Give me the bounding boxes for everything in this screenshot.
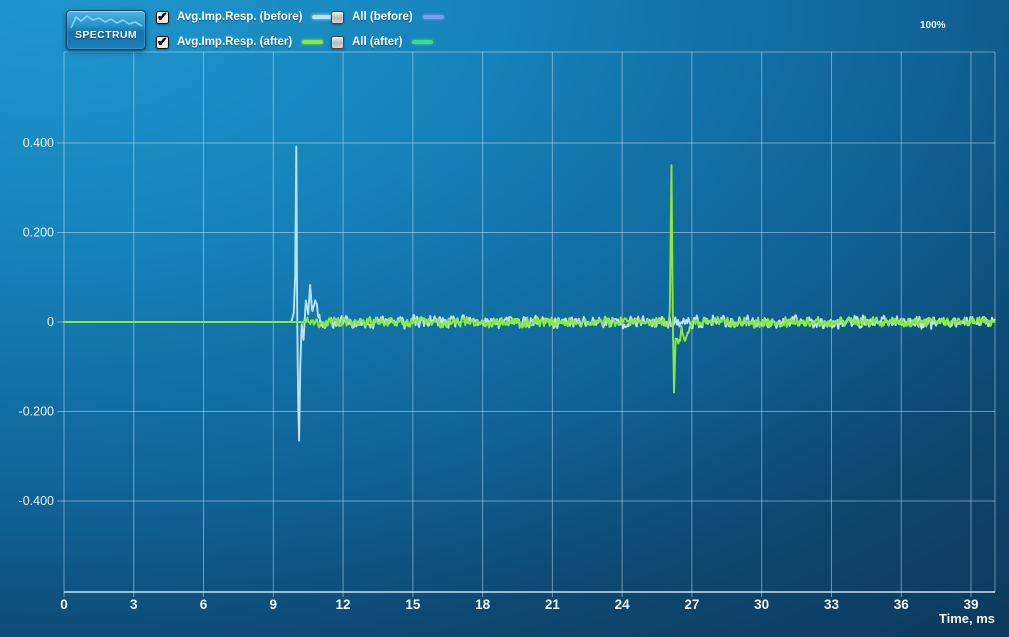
legend-swatch-before-line: [312, 15, 334, 19]
y-tick-label--0.4: -0.400: [19, 494, 54, 508]
legend-label-avg-imp-resp-after: Avg.Imp.Resp. (after): [177, 36, 293, 48]
x-tick-label-0: 0: [60, 597, 68, 612]
legend-all-column: ✔ All (before) ✔ All (after): [331, 9, 444, 50]
legend-swatch-all-after-line: [412, 40, 434, 44]
x-tick-label-18: 18: [475, 597, 491, 612]
checkbox-avg-imp-resp-before[interactable]: ✔: [156, 8, 169, 24]
x-tick-label-39: 39: [963, 597, 978, 612]
checkbox-avg-imp-resp-after[interactable]: ✔: [156, 33, 169, 49]
x-axis-title: Time, ms: [938, 611, 995, 626]
x-tick-label-9: 9: [270, 597, 278, 612]
zoom-level-label: 100%: [920, 20, 946, 31]
legend-item-avg-imp-resp-after: ✔ Avg.Imp.Resp. (after): [156, 34, 333, 50]
x-tick-label-33: 33: [824, 597, 840, 612]
x-tick-label-24: 24: [615, 597, 631, 612]
legend-item-all-before: ✔ All (before): [331, 9, 444, 25]
x-tick-label-15: 15: [405, 597, 421, 612]
trace-avg-imp-resp-after: [63, 164, 996, 394]
x-tick-label-21: 21: [545, 597, 561, 612]
y-tick-label-0.4: 0.400: [23, 136, 54, 150]
spectrum-curve-icon: [70, 15, 143, 29]
x-tick-label-30: 30: [754, 597, 769, 612]
x-tick-label-36: 36: [894, 597, 910, 612]
legend-label-avg-imp-resp-before: Avg.Imp.Resp. (before): [177, 11, 303, 23]
legend-avg-column: ✔ Avg.Imp.Resp. (before) ✔ Avg.Imp.Resp.…: [156, 8, 334, 50]
y-tick-label--0.2: -0.200: [19, 405, 54, 419]
spectrum-button-label: SPECTRUM: [74, 29, 138, 41]
legend-item-all-after: ✔ All (after): [331, 34, 444, 50]
legend-label-all-after: All (after): [352, 36, 403, 48]
legend-label-all-before: All (before): [352, 11, 413, 23]
x-tick-label-6: 6: [200, 597, 208, 612]
legend-item-avg-imp-resp-before: ✔ Avg.Imp.Resp. (before): [156, 8, 334, 25]
trace-layer: [63, 145, 996, 442]
legend-swatch-after-line: [302, 40, 324, 44]
checkbox-all-after[interactable]: ✔: [331, 35, 344, 49]
legend-swatch-all-before-line: [422, 15, 444, 19]
x-tick-label-27: 27: [684, 597, 699, 612]
axis-label-layer: 0 3 6 9 12 15 18 21 24 27 30 33 36 390.4000.2000-0.20…: [19, 136, 979, 612]
checkbox-all-before[interactable]: ✔: [331, 10, 344, 24]
spectrum-button[interactable]: SPECTRUM: [66, 10, 146, 50]
x-tick-label-3: 3: [130, 597, 138, 612]
y-tick-label-0.2: 0.200: [23, 226, 54, 240]
checkmark-icon: ✔: [157, 33, 168, 49]
y-tick-label-0: 0: [47, 315, 54, 329]
checkmark-icon: ✔: [157, 8, 168, 24]
x-tick-label-12: 12: [336, 597, 351, 612]
